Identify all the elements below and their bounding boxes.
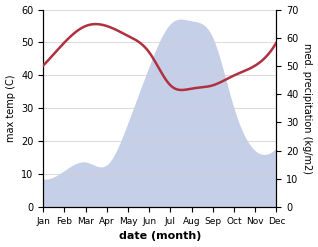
Y-axis label: med. precipitation (kg/m2): med. precipitation (kg/m2) (302, 43, 313, 174)
Y-axis label: max temp (C): max temp (C) (5, 75, 16, 142)
X-axis label: date (month): date (month) (119, 231, 201, 242)
